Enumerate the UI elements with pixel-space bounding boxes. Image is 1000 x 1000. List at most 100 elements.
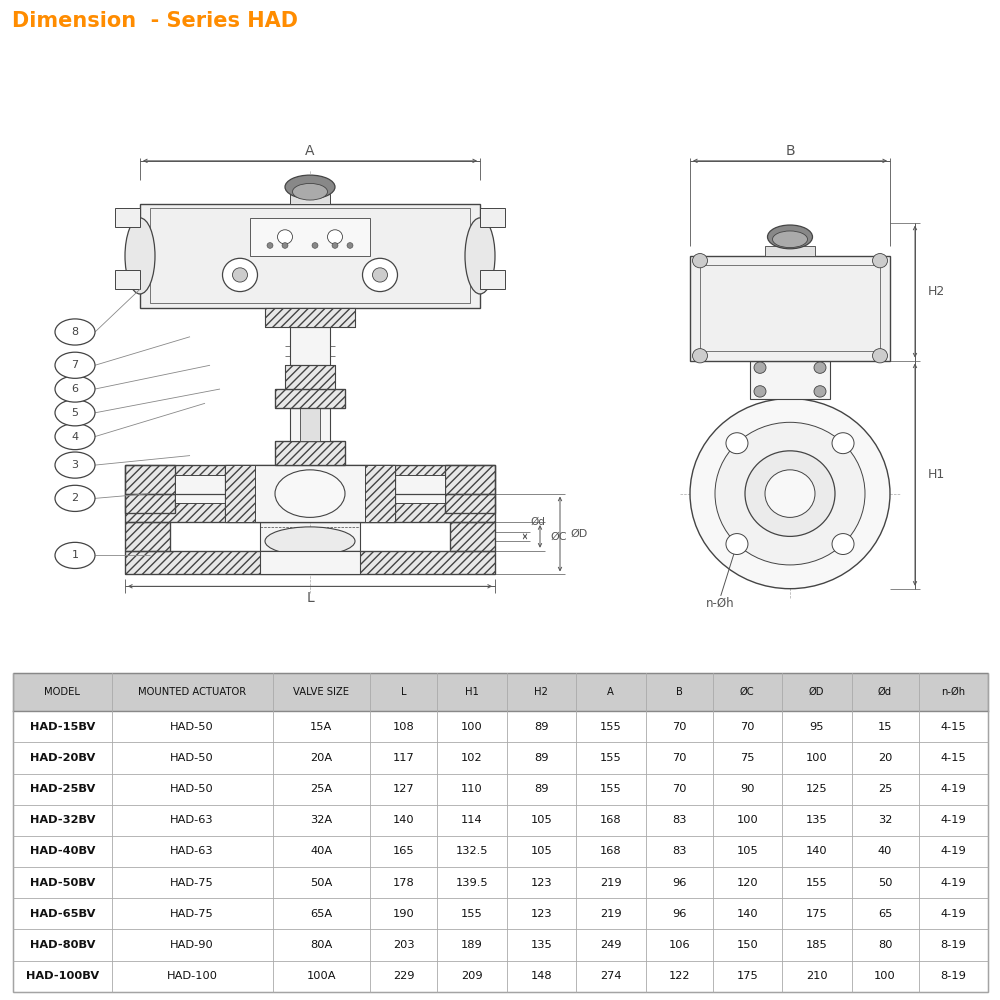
- Text: 4-15: 4-15: [940, 753, 966, 763]
- Ellipse shape: [772, 231, 808, 248]
- Text: 102: 102: [461, 753, 483, 763]
- Text: HAD-40BV: HAD-40BV: [30, 846, 95, 856]
- Text: n-Øh: n-Øh: [941, 687, 965, 697]
- Text: 135: 135: [530, 940, 552, 950]
- Text: 274: 274: [600, 971, 622, 981]
- Ellipse shape: [275, 470, 345, 517]
- Bar: [290, 408, 330, 441]
- Text: 117: 117: [393, 753, 414, 763]
- Ellipse shape: [55, 400, 95, 426]
- Bar: [175, 475, 225, 503]
- Text: 75: 75: [740, 753, 755, 763]
- Text: 219: 219: [600, 878, 622, 888]
- Text: 80: 80: [878, 940, 892, 950]
- Circle shape: [222, 258, 258, 292]
- Text: ØD: ØD: [570, 529, 587, 539]
- Circle shape: [692, 254, 708, 268]
- Text: 40A: 40A: [310, 846, 332, 856]
- Text: HAD-80BV: HAD-80BV: [30, 940, 95, 950]
- Text: 4-19: 4-19: [940, 815, 966, 825]
- Bar: [13, 867, 988, 898]
- Bar: [225, 465, 395, 522]
- Text: 155: 155: [600, 753, 622, 763]
- Bar: [125, 465, 175, 513]
- Text: HAD-50: HAD-50: [170, 784, 214, 794]
- Ellipse shape: [55, 485, 95, 511]
- Text: Ød: Ød: [530, 517, 545, 527]
- Text: 5: 5: [72, 408, 78, 418]
- Text: 65A: 65A: [310, 909, 332, 919]
- Text: 249: 249: [600, 940, 622, 950]
- Text: A: A: [305, 144, 315, 158]
- Text: 168: 168: [600, 815, 622, 825]
- Text: Ød: Ød: [878, 687, 892, 697]
- Bar: [13, 929, 988, 961]
- Circle shape: [872, 349, 888, 363]
- Circle shape: [282, 243, 288, 248]
- Text: H2: H2: [534, 687, 548, 697]
- Text: HAD-75: HAD-75: [170, 878, 214, 888]
- Text: 108: 108: [393, 722, 414, 732]
- Text: 6: 6: [72, 384, 78, 394]
- Bar: [115, 270, 140, 289]
- Text: 70: 70: [672, 784, 686, 794]
- Ellipse shape: [292, 183, 328, 200]
- Text: L: L: [401, 687, 406, 697]
- Text: 83: 83: [672, 846, 686, 856]
- Text: HAD-25BV: HAD-25BV: [30, 784, 95, 794]
- Bar: [250, 218, 370, 256]
- Text: H2: H2: [928, 285, 945, 298]
- Text: 106: 106: [668, 940, 690, 950]
- Text: 1: 1: [72, 550, 78, 560]
- Ellipse shape: [768, 225, 812, 249]
- Text: HAD-50BV: HAD-50BV: [30, 878, 95, 888]
- Bar: [290, 194, 330, 204]
- Text: 123: 123: [531, 909, 552, 919]
- Text: 123: 123: [531, 878, 552, 888]
- Text: 148: 148: [531, 971, 552, 981]
- Text: 140: 140: [737, 909, 758, 919]
- Bar: [690, 256, 890, 361]
- Bar: [13, 774, 988, 805]
- Bar: [125, 551, 495, 574]
- Text: MOUNTED ACTUATOR: MOUNTED ACTUATOR: [138, 687, 246, 697]
- Text: 122: 122: [668, 971, 690, 981]
- Text: HAD-75: HAD-75: [170, 909, 214, 919]
- Text: HAD-90: HAD-90: [170, 940, 214, 950]
- Text: 185: 185: [806, 940, 828, 950]
- Circle shape: [312, 243, 318, 248]
- Bar: [275, 441, 345, 465]
- Bar: [445, 465, 495, 513]
- Text: 105: 105: [736, 846, 758, 856]
- Bar: [125, 522, 170, 551]
- Bar: [300, 408, 320, 441]
- Bar: [395, 475, 445, 503]
- Circle shape: [765, 470, 815, 517]
- Text: 155: 155: [806, 878, 828, 888]
- Text: 155: 155: [600, 784, 622, 794]
- Text: 20: 20: [878, 753, 892, 763]
- Text: 70: 70: [672, 753, 686, 763]
- Ellipse shape: [125, 218, 155, 294]
- Text: ØD: ØD: [809, 687, 825, 697]
- Text: 8-19: 8-19: [940, 971, 966, 981]
- Text: 105: 105: [530, 815, 552, 825]
- Bar: [700, 265, 880, 351]
- Text: 70: 70: [672, 722, 686, 732]
- Bar: [125, 465, 495, 494]
- Bar: [275, 441, 345, 465]
- Text: 100: 100: [874, 971, 896, 981]
- Text: 229: 229: [393, 971, 414, 981]
- Bar: [115, 208, 140, 227]
- Text: 8: 8: [71, 327, 79, 337]
- Text: 3: 3: [72, 460, 78, 470]
- Text: 135: 135: [806, 815, 828, 825]
- Text: 96: 96: [672, 909, 686, 919]
- Circle shape: [332, 243, 338, 248]
- Bar: [480, 270, 505, 289]
- Text: 15A: 15A: [310, 722, 332, 732]
- Bar: [140, 204, 480, 308]
- Text: 140: 140: [393, 815, 414, 825]
- Bar: [125, 465, 175, 513]
- Text: H1: H1: [465, 687, 479, 697]
